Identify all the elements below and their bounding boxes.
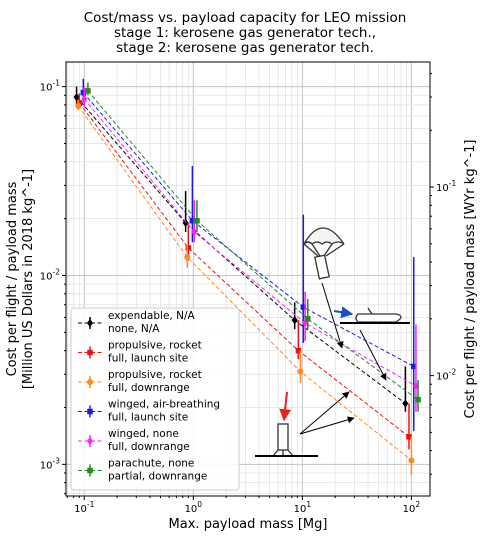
data-series — [75, 99, 415, 475]
data-point — [86, 436, 94, 446]
parachute-illustration — [303, 227, 345, 280]
legend-entry-text: propulsive, rocket — [108, 340, 202, 352]
data-point — [194, 217, 200, 224]
legend-entry-text: propulsive, rocket — [108, 369, 202, 381]
legend-entry-text: expendable, N/A — [108, 310, 195, 322]
data-point — [182, 218, 189, 227]
y-axis-label: Cost per flight / payload mass [Million U… — [5, 169, 36, 389]
data-point — [75, 102, 82, 109]
data-point — [184, 254, 191, 261]
legend-entry-text: winged, none — [108, 428, 179, 440]
legend-entry-text: partial, downrange — [108, 471, 207, 483]
title-line: Cost/mass vs. payload capacity for LEO m… — [84, 10, 407, 26]
data-point — [408, 457, 415, 464]
data-point — [291, 316, 298, 325]
legend-entry-text: full, downrange — [108, 382, 190, 394]
y-tick-label: 10-3 — [40, 456, 60, 471]
y-axis-label-line: [Million US Dollars in 2018 kg^-1] — [21, 169, 36, 389]
illustrations — [255, 227, 410, 457]
x-axis-label: Max. payload mass [Mg] — [169, 517, 328, 532]
x-tick-label: 101 — [294, 500, 312, 515]
blue-arrow — [333, 306, 354, 319]
data-point — [304, 316, 311, 322]
right-y-axis-label: Cost per flight / payload mass [WYr kg^-… — [463, 140, 478, 419]
data-point — [189, 217, 196, 224]
legend-box — [70, 307, 240, 491]
data-point — [87, 349, 93, 356]
right-y-tick-label: 10-1 — [436, 179, 456, 194]
title-line: stage 2: kerosene gas generator tech. — [116, 40, 374, 56]
data-point — [191, 227, 198, 237]
series-line — [82, 92, 414, 367]
data-point — [410, 363, 417, 370]
legend-entry-text: full, downrange — [108, 441, 190, 453]
plot-frame — [65, 61, 431, 497]
arrow-winged-to-magenta — [359, 329, 387, 381]
data-point — [297, 368, 304, 375]
title-line: stage 1: kerosene gas generator tech., — [114, 25, 376, 41]
right-y-tick-label: 10-2 — [436, 368, 456, 383]
data-series — [73, 86, 409, 412]
legend-entry-text: full, launch site — [108, 412, 188, 424]
arrow-rocket-to-orange — [299, 416, 355, 435]
data-point — [295, 347, 302, 354]
data-point — [406, 434, 412, 440]
data-point — [86, 378, 94, 386]
arrow-rocket-to-red — [299, 391, 350, 435]
data-point — [87, 467, 93, 474]
x-tick-label: 10-1 — [74, 500, 94, 515]
y-tick-label: 10-1 — [40, 79, 60, 94]
data-point — [415, 396, 421, 403]
data-series — [76, 93, 412, 450]
series-group — [73, 78, 421, 475]
series-line — [78, 102, 410, 438]
data-point — [81, 94, 88, 104]
data-series — [80, 78, 417, 432]
series-line — [77, 105, 412, 461]
winged-vehicle-illustration — [340, 307, 410, 324]
y-tick-label: 10-2 — [40, 267, 60, 282]
data-series — [85, 82, 421, 412]
arrow-parachute-to-green — [321, 282, 344, 349]
series-line — [87, 90, 419, 401]
legend-entry-text: full, launch site — [108, 353, 188, 365]
data-point — [86, 318, 94, 328]
data-point — [85, 88, 91, 94]
red-arrow — [279, 391, 292, 422]
series-line — [83, 98, 417, 387]
data-point — [402, 399, 409, 408]
legend-entry-text: none, N/A — [108, 323, 160, 335]
data-point — [73, 92, 80, 102]
data-point — [87, 408, 93, 415]
data-point — [185, 245, 192, 251]
data-point — [76, 100, 83, 106]
data-point — [300, 304, 307, 310]
y-axis-label-line: Cost per flight / payload mass — [5, 181, 20, 376]
x-tick-label: 102 — [403, 500, 421, 515]
legend-entry-text: winged, air-breathing — [108, 399, 220, 411]
chart-title: Cost/mass vs. payload capacity for LEO m… — [84, 10, 407, 56]
axis-ticks: 10-1 100 101 102 10-3 10-2 10-1 10-2 10-1 — [40, 72, 456, 515]
data-point — [80, 89, 87, 96]
legend-entry-text: parachute, none — [108, 458, 194, 470]
rocket-illustration — [255, 423, 318, 457]
x-tick-label: 100 — [185, 500, 203, 515]
